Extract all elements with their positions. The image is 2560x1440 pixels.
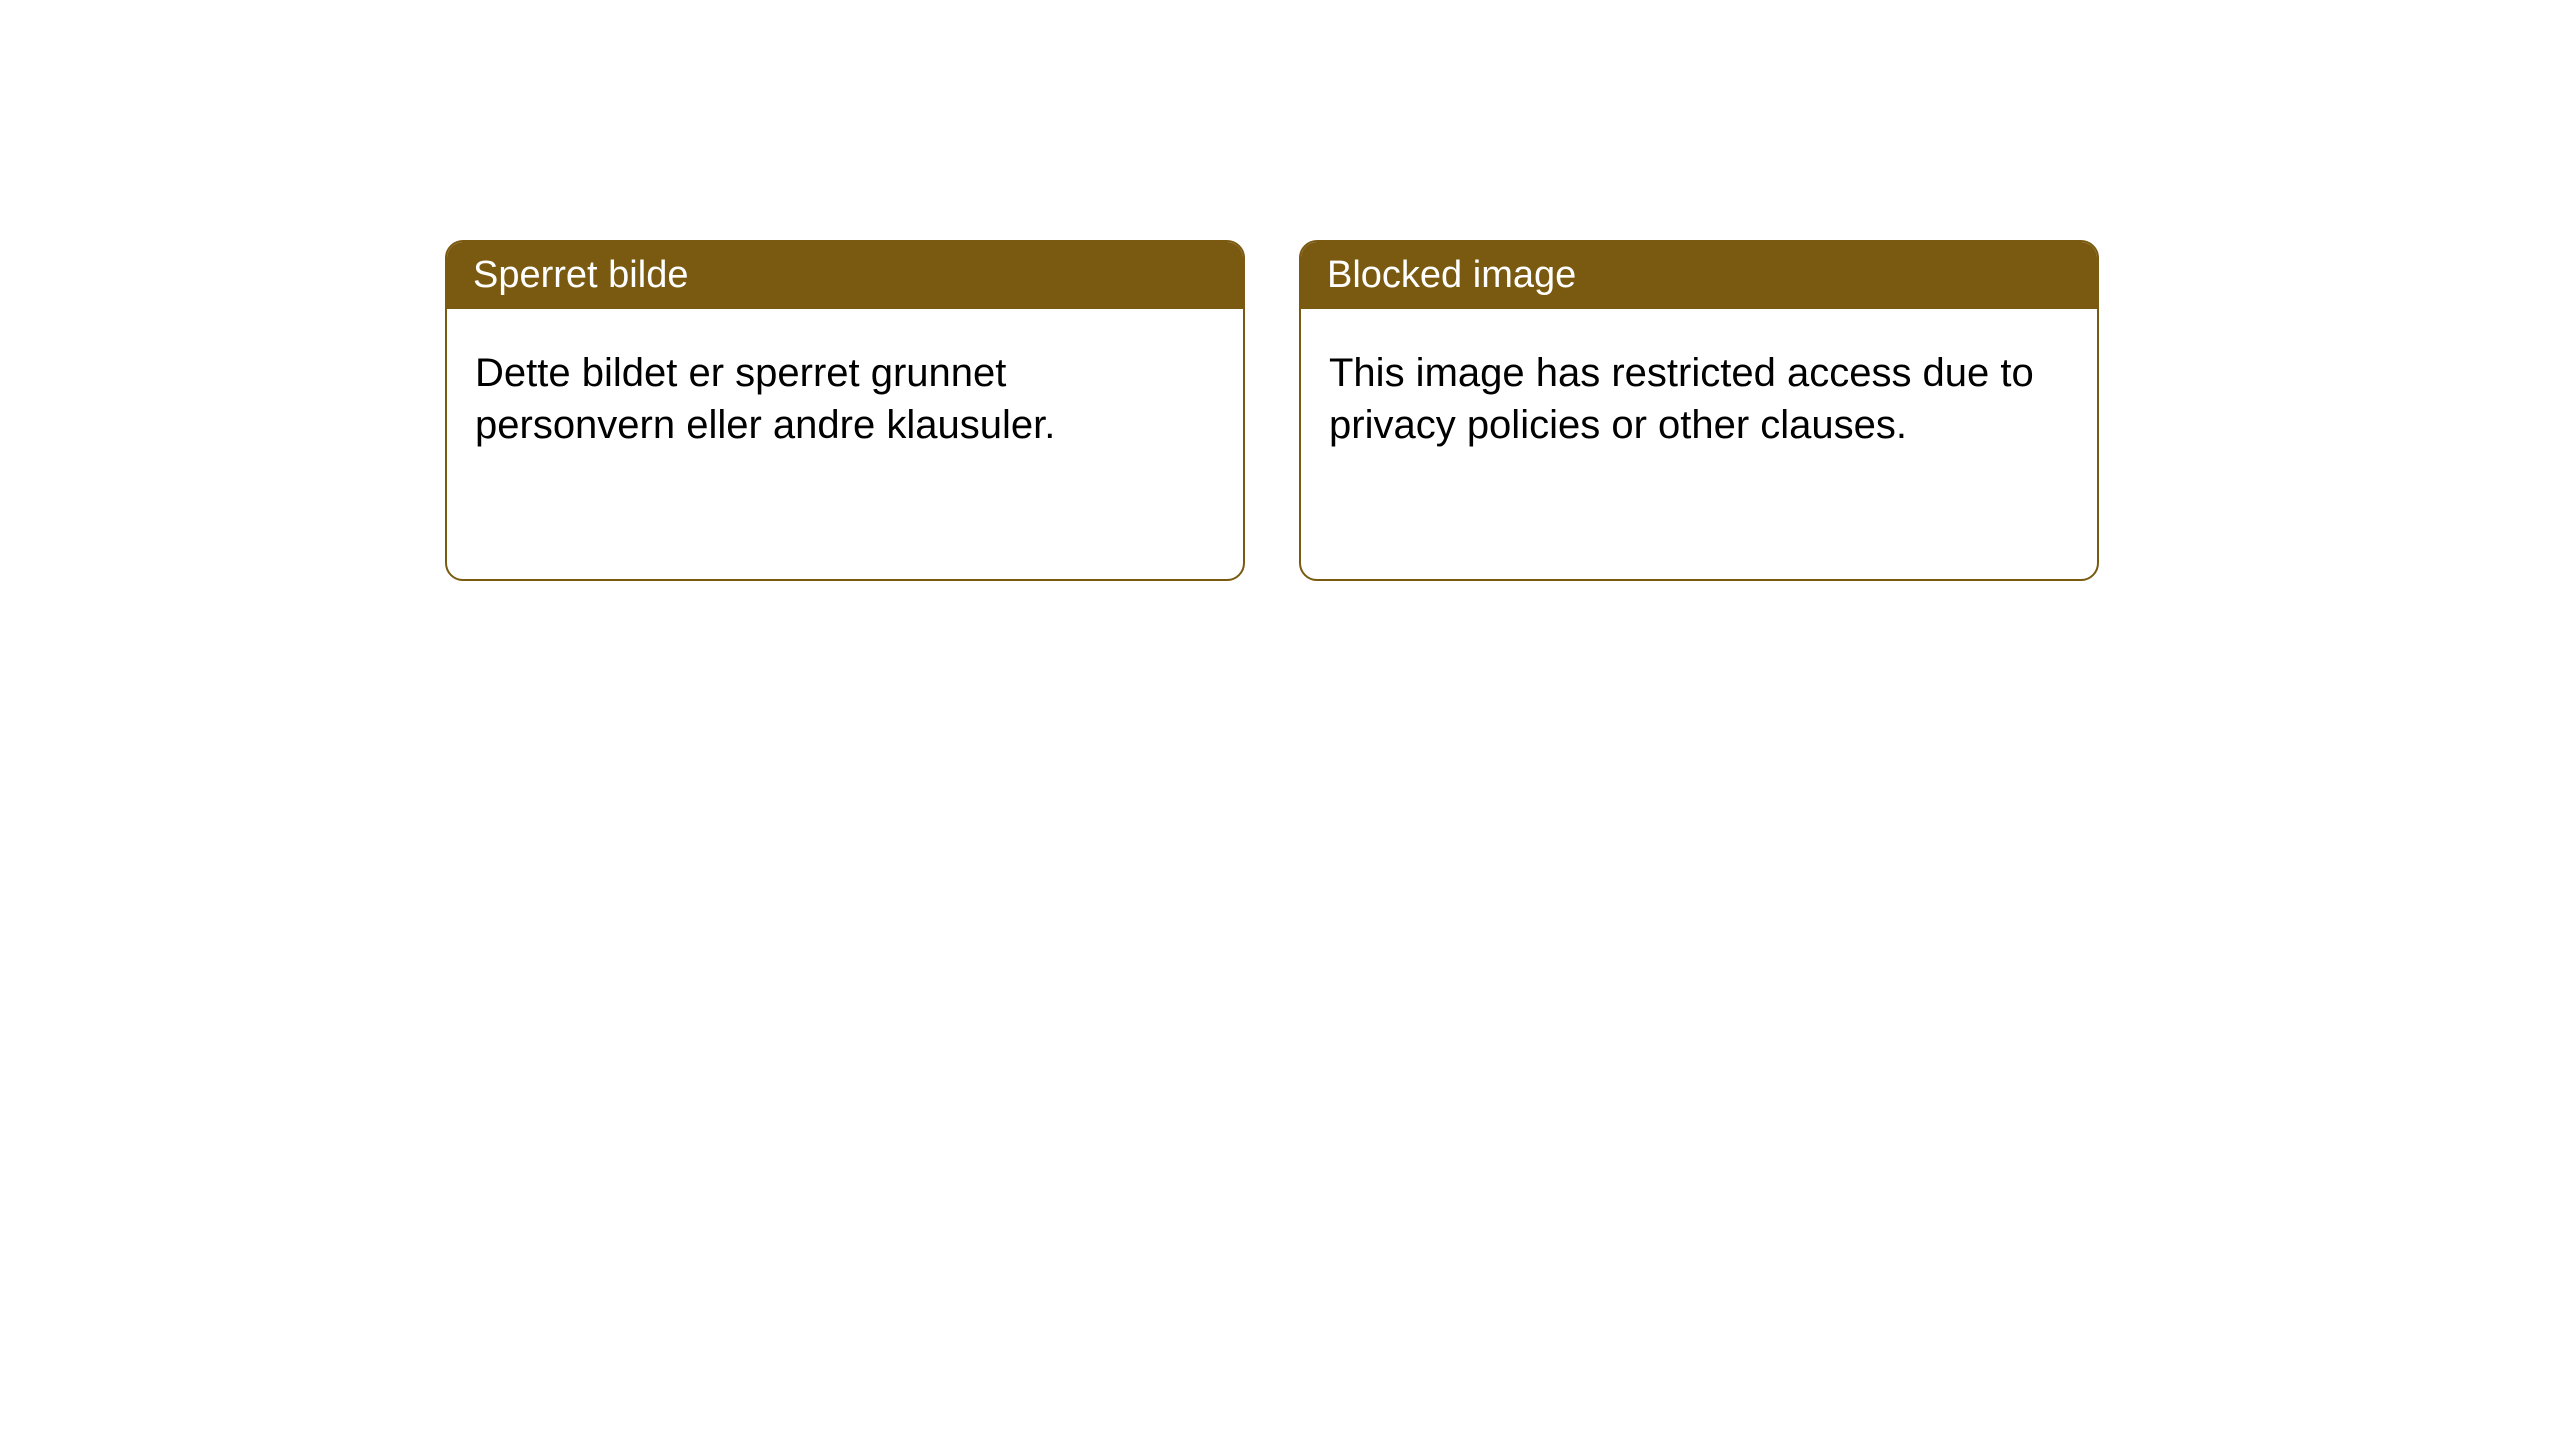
- card-body-text: This image has restricted access due to …: [1329, 351, 2034, 447]
- card-body-norwegian: Dette bildet er sperret grunnet personve…: [447, 309, 1243, 579]
- cards-container: Sperret bilde Dette bildet er sperret gr…: [0, 0, 2560, 581]
- card-norwegian: Sperret bilde Dette bildet er sperret gr…: [445, 240, 1245, 581]
- card-body-text: Dette bildet er sperret grunnet personve…: [475, 351, 1055, 447]
- card-header-english: Blocked image: [1301, 242, 2097, 309]
- card-title: Blocked image: [1327, 254, 1576, 296]
- card-body-english: This image has restricted access due to …: [1301, 309, 2097, 579]
- card-english: Blocked image This image has restricted …: [1299, 240, 2099, 581]
- card-title: Sperret bilde: [473, 254, 688, 296]
- card-header-norwegian: Sperret bilde: [447, 242, 1243, 309]
